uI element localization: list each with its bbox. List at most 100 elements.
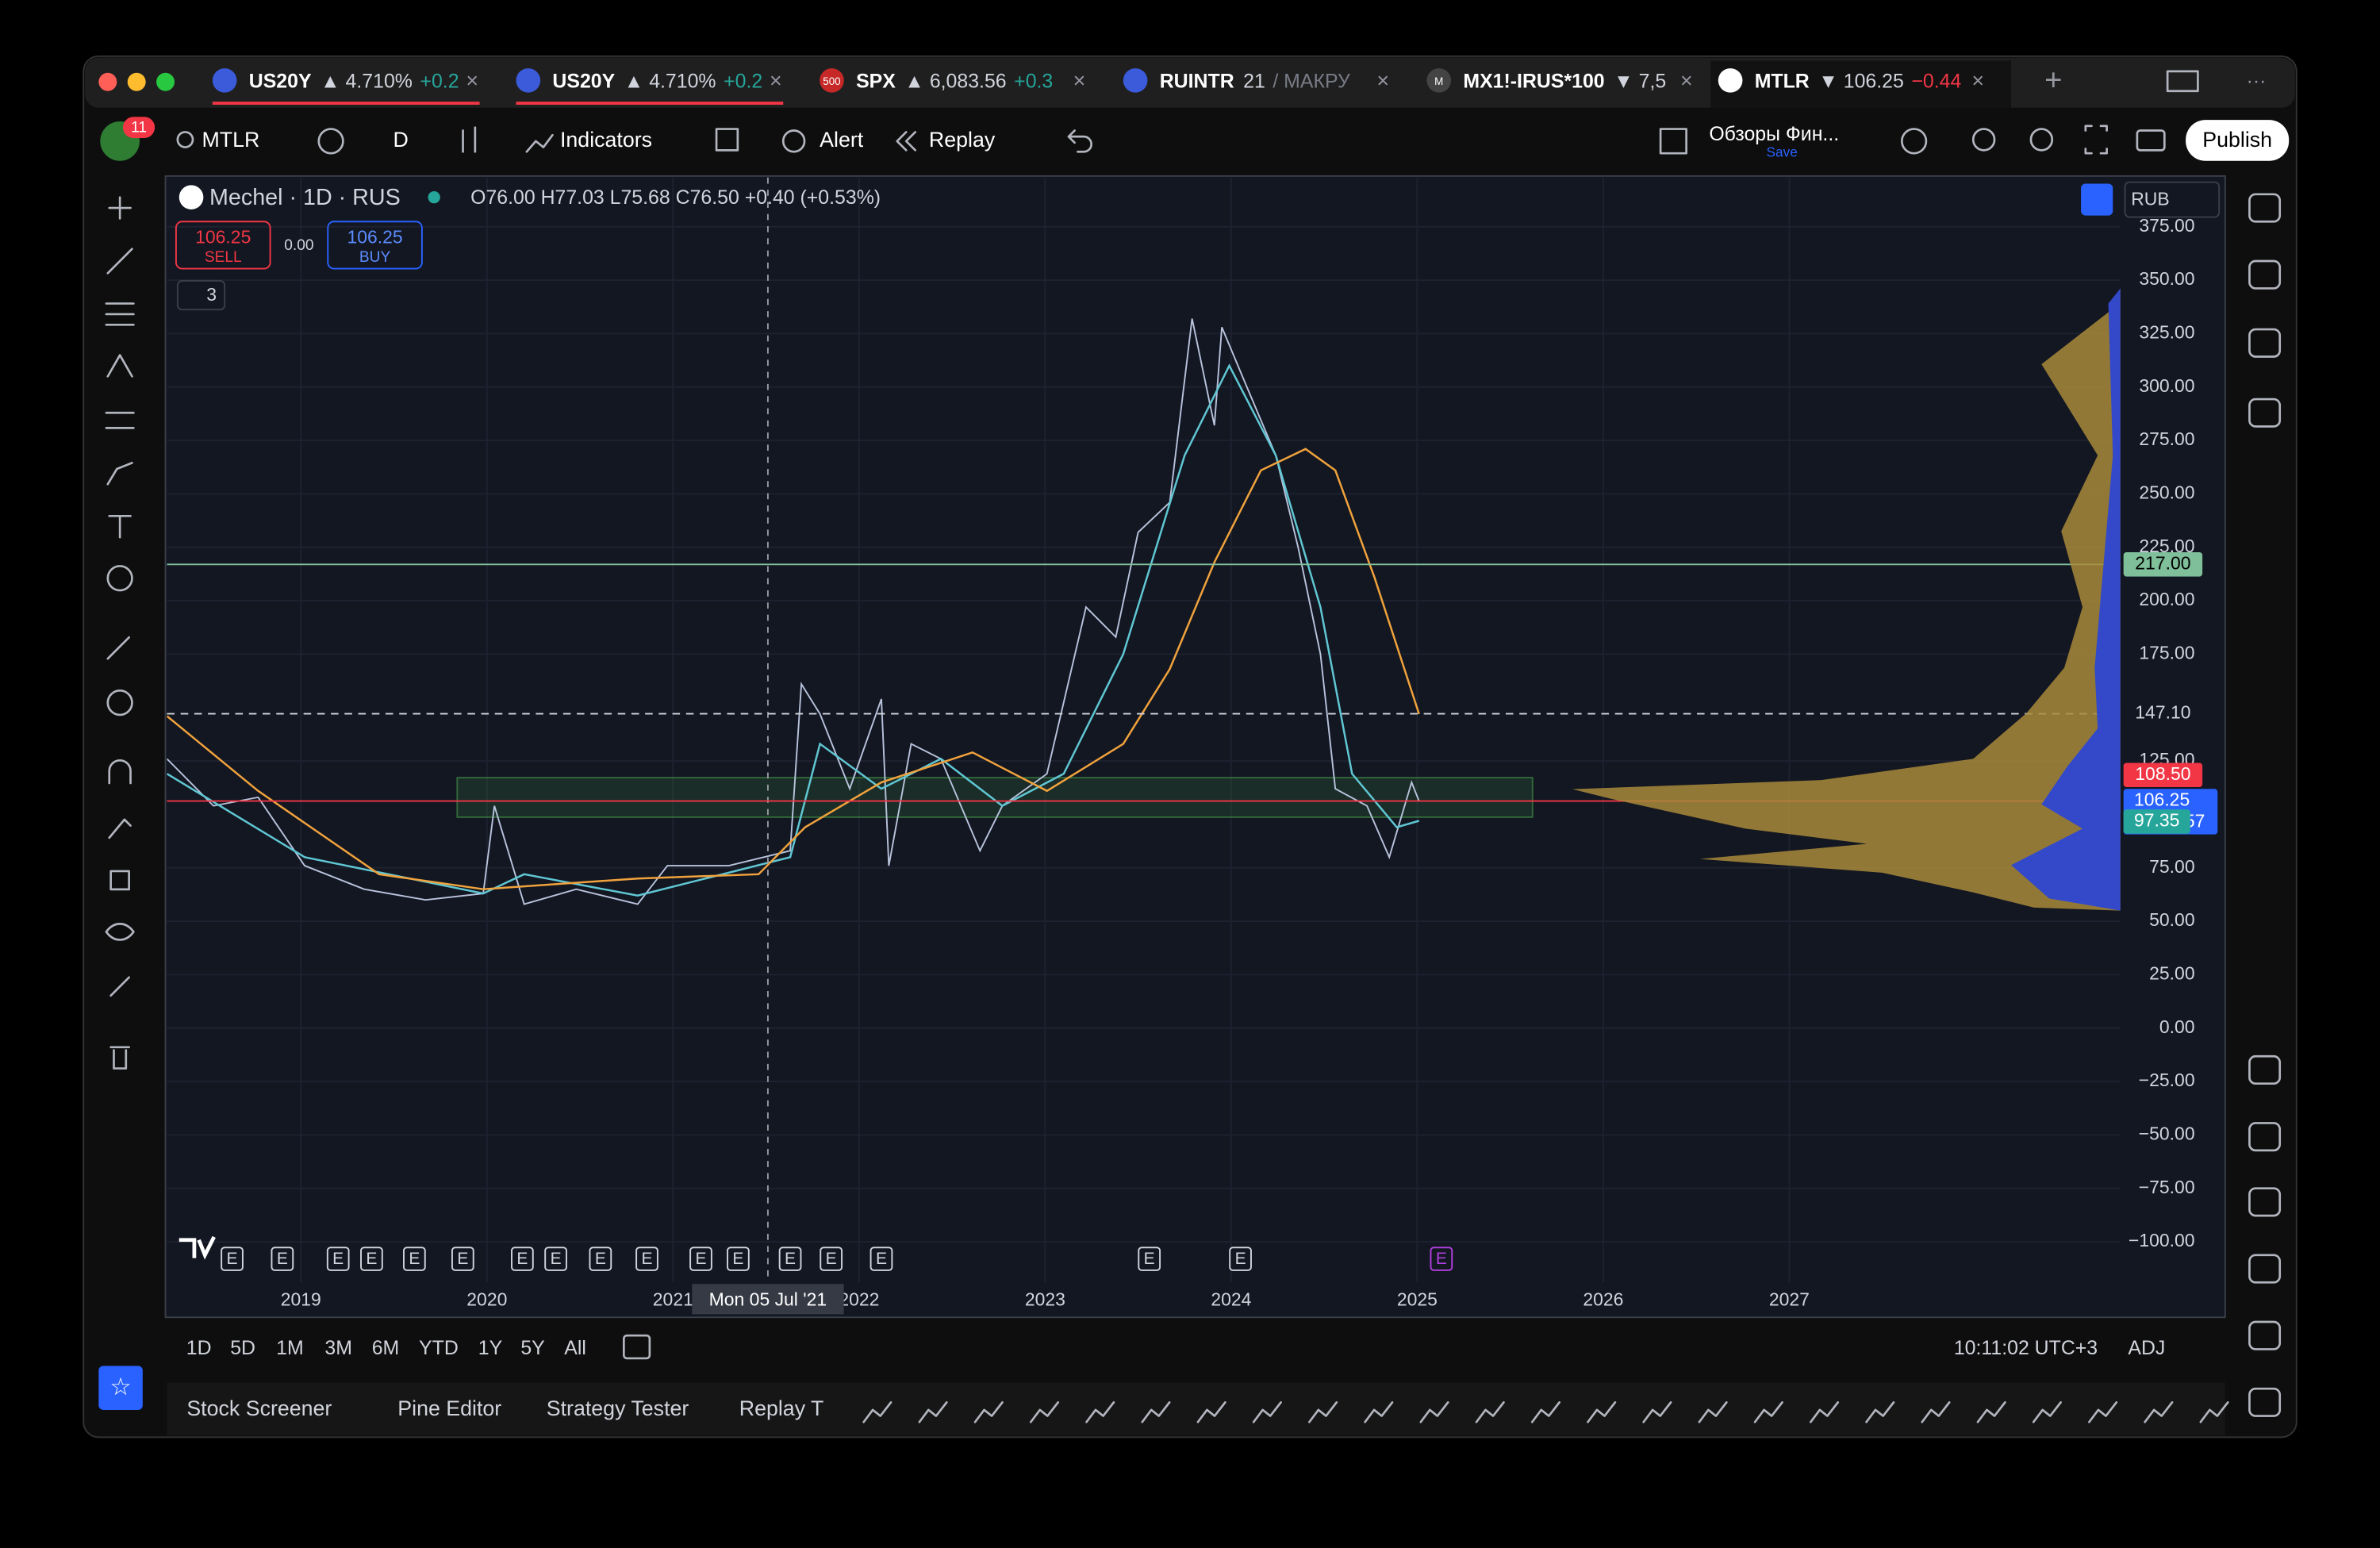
tool-icon[interactable]: [106, 462, 133, 486]
tab-label[interactable]: SPX ▲ 6,083.56 +0.3: [856, 70, 1053, 92]
sidebar-icon[interactable]: [2248, 1387, 2282, 1417]
range-button[interactable]: YTD: [419, 1337, 459, 1359]
date-range-icon[interactable]: [623, 1334, 651, 1360]
event-marker[interactable]: [689, 1246, 712, 1271]
event-marker[interactable]: [403, 1246, 426, 1271]
tab-close[interactable]: ×: [1971, 68, 1984, 92]
event-label[interactable]: E: [1436, 1250, 1447, 1268]
drawing-tool[interactable]: [1085, 1401, 1115, 1423]
drawing-tool[interactable]: [1141, 1401, 1171, 1423]
compare-icon[interactable]: [317, 128, 344, 155]
fullscreen-icon[interactable]: [2084, 125, 2108, 155]
event-marker[interactable]: [451, 1246, 474, 1271]
tab-close[interactable]: ×: [770, 68, 782, 92]
minimize-button[interactable]: [127, 72, 146, 91]
currency-select[interactable]: [2124, 181, 2221, 218]
tool-icon[interactable]: [109, 870, 130, 891]
drawing-tool[interactable]: [1753, 1401, 1783, 1423]
drawing-tool[interactable]: [1642, 1401, 1672, 1423]
range-button[interactable]: 5Y: [520, 1337, 545, 1359]
tool-icon[interactable]: [108, 818, 132, 839]
sell-label[interactable]: SELL: [205, 249, 242, 266]
alert-button[interactable]: Alert: [820, 128, 864, 152]
drawing-tool[interactable]: [2088, 1401, 2118, 1423]
tab-close[interactable]: ×: [1376, 68, 1389, 92]
buy-button[interactable]: [327, 221, 423, 270]
sidebar-icon[interactable]: [2248, 1254, 2282, 1284]
event-marker[interactable]: [727, 1246, 750, 1271]
buy-price[interactable]: 106.25: [347, 226, 402, 247]
favorites-button[interactable]: [98, 1366, 143, 1410]
drawing-tool[interactable]: [1865, 1401, 1895, 1423]
sidebar-icon[interactable]: [2248, 1054, 2282, 1085]
status-icon[interactable]: [1900, 128, 1928, 155]
event-label[interactable]: E: [732, 1250, 743, 1268]
drawing-tool[interactable]: [1976, 1401, 2006, 1423]
chart-type-icon[interactable]: [462, 126, 477, 153]
event-label[interactable]: E: [227, 1250, 238, 1268]
more-icon[interactable]: ···: [2247, 70, 2267, 92]
range-button[interactable]: 5D: [230, 1337, 255, 1359]
event-label[interactable]: E: [332, 1250, 344, 1268]
save-label[interactable]: Save: [1767, 144, 1798, 160]
event-label[interactable]: E: [457, 1250, 468, 1268]
drawing-tool[interactable]: [2144, 1401, 2174, 1423]
drawing-tool[interactable]: [1921, 1401, 1951, 1423]
event-marker[interactable]: [511, 1246, 534, 1271]
tool-icon[interactable]: [105, 411, 135, 429]
event-marker[interactable]: [1138, 1246, 1161, 1271]
event-marker[interactable]: [869, 1246, 893, 1271]
publish-button[interactable]: [2186, 120, 2290, 161]
drawing-tool[interactable]: [973, 1401, 1004, 1423]
event-marker[interactable]: [221, 1246, 244, 1271]
indicators-toggle[interactable]: [176, 279, 226, 311]
drawing-tool[interactable]: [918, 1401, 948, 1423]
panel-tab[interactable]: Stock Screener: [186, 1396, 332, 1420]
interval[interactable]: D: [393, 128, 409, 152]
layout-button[interactable]: [1659, 128, 1687, 155]
sidebar-icon[interactable]: [2248, 398, 2282, 428]
zone[interactable]: [456, 777, 1534, 818]
active-tab[interactable]: [1710, 60, 2012, 108]
drawing-tool[interactable]: [1364, 1401, 1394, 1423]
tab-close[interactable]: ×: [1680, 68, 1693, 92]
event-marker[interactable]: [271, 1246, 294, 1271]
range-button[interactable]: All: [564, 1337, 586, 1359]
drawing-tool[interactable]: [1308, 1401, 1338, 1423]
favorites-icon[interactable]: ☆: [109, 1373, 131, 1400]
event-marker[interactable]: [1430, 1246, 1453, 1271]
drawing-tool[interactable]: [1809, 1401, 1840, 1423]
event-marker[interactable]: [360, 1246, 383, 1271]
event-label[interactable]: E: [641, 1250, 652, 1268]
event-marker[interactable]: [326, 1246, 350, 1271]
tool-icon[interactable]: [108, 514, 132, 539]
drawing-tool[interactable]: [1530, 1401, 1561, 1423]
snapshot-icon[interactable]: [2136, 129, 2166, 152]
tool-icon[interactable]: [106, 689, 133, 716]
range-button[interactable]: 1M: [276, 1337, 304, 1359]
event-marker[interactable]: [820, 1246, 843, 1271]
drawing-tool[interactable]: [1196, 1401, 1226, 1423]
panel-tab[interactable]: Pine Editor: [397, 1396, 501, 1420]
tool-icon[interactable]: [106, 565, 133, 592]
event-marker[interactable]: [778, 1246, 802, 1271]
event-label[interactable]: E: [409, 1250, 420, 1268]
drawing-tool[interactable]: [2032, 1401, 2062, 1423]
event-label[interactable]: E: [595, 1250, 606, 1268]
tab-label[interactable]: US20Y ▲ 4.710% +0.2: [249, 70, 459, 92]
tool-icon[interactable]: [105, 302, 135, 326]
sidebar-icon[interactable]: [2248, 1320, 2282, 1350]
drawing-tool[interactable]: [1029, 1401, 1060, 1423]
event-label[interactable]: E: [826, 1250, 837, 1268]
event-marker[interactable]: [635, 1246, 658, 1271]
publish-label[interactable]: Publish: [2202, 128, 2272, 152]
drawing-tool[interactable]: [1252, 1401, 1282, 1423]
chart-pane[interactable]: [164, 175, 2226, 1319]
sync-button[interactable]: [2081, 183, 2113, 216]
event-label[interactable]: E: [551, 1250, 562, 1268]
new-tab[interactable]: +: [2044, 63, 2062, 97]
event-label[interactable]: E: [1144, 1250, 1155, 1268]
sell-price[interactable]: 106.25: [195, 226, 251, 247]
layout-name[interactable]: Обзоры Фин...: [1709, 123, 1839, 145]
range-button[interactable]: 1Y: [478, 1337, 503, 1359]
